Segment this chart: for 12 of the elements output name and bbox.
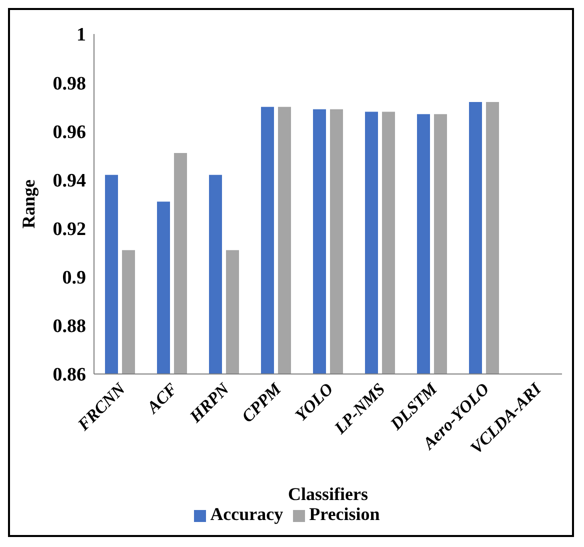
y-tick-label: 0.92 (52, 219, 86, 240)
legend-label: Precision (309, 504, 380, 524)
y-tick-label: 0.88 (52, 316, 86, 338)
y-tick-label: 0.86 (52, 364, 86, 386)
x-axis-title: Classifiers (288, 484, 368, 504)
y-tick-label: 0.94 (52, 170, 86, 192)
legend-label: Accuracy (210, 504, 284, 524)
y-axis-title: Range (18, 179, 38, 228)
y-tick-label: 0.9 (62, 268, 86, 289)
y-tick-label: 0.96 (52, 122, 86, 143)
y-tick-label: 0.98 (52, 73, 86, 94)
y-tick-label: 1 (76, 24, 86, 46)
